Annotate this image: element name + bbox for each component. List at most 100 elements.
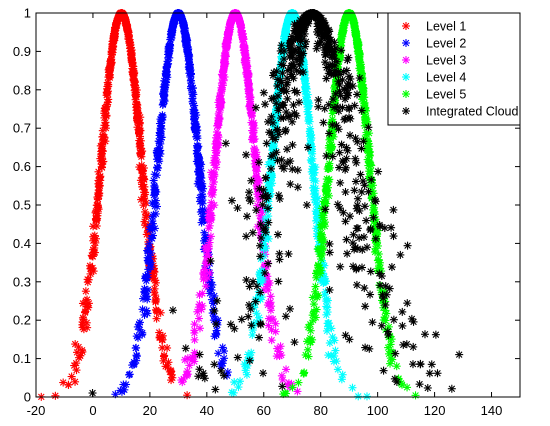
data-point (246, 92, 255, 101)
data-point (356, 64, 365, 73)
y-tick-label: 0.6 (13, 159, 31, 174)
data-point (205, 221, 214, 230)
data-point (293, 88, 302, 97)
data-point (247, 321, 256, 330)
legend-marker (402, 39, 410, 47)
data-point (183, 391, 192, 400)
data-point (338, 156, 347, 165)
data-point (167, 370, 176, 379)
data-point (152, 295, 161, 304)
data-point (163, 343, 172, 352)
data-point (179, 18, 188, 27)
data-point (158, 343, 167, 352)
data-point (267, 152, 276, 161)
data-point (302, 201, 311, 210)
data-point (263, 204, 272, 213)
data-point (96, 173, 105, 182)
data-point (277, 155, 286, 164)
data-point (322, 310, 331, 319)
data-point (415, 380, 424, 389)
data-point (348, 383, 357, 392)
data-point (90, 244, 99, 253)
data-point (322, 151, 331, 160)
data-point (178, 378, 187, 387)
data-point (226, 320, 235, 329)
data-point (314, 260, 323, 269)
data-point (261, 173, 270, 182)
data-point (352, 224, 361, 233)
data-point (279, 61, 288, 70)
data-point (274, 104, 283, 113)
data-point (311, 177, 320, 186)
legend-label: Level 4 (426, 71, 466, 85)
data-point (360, 181, 369, 190)
data-point (236, 377, 245, 386)
data-point (360, 284, 369, 293)
data-point (212, 127, 221, 136)
data-point (194, 372, 203, 381)
data-point (325, 175, 334, 184)
data-point (207, 295, 216, 304)
data-point (80, 308, 89, 317)
data-point (345, 113, 354, 122)
data-point (165, 46, 174, 55)
data-point (325, 239, 334, 248)
data-point (255, 241, 264, 250)
data-point (275, 352, 284, 361)
data-point (305, 117, 314, 126)
data-point (374, 249, 383, 258)
data-point (211, 385, 220, 394)
y-tick-label: 0.1 (13, 351, 31, 366)
data-point (343, 81, 352, 90)
data-point (89, 222, 98, 231)
data-point (324, 319, 333, 328)
data-point (71, 377, 80, 386)
data-point (433, 369, 442, 378)
data-point (296, 57, 305, 66)
data-point (320, 104, 329, 113)
data-point (285, 304, 294, 313)
data-point (298, 27, 307, 36)
data-point (276, 114, 285, 123)
data-point (314, 102, 323, 111)
data-point (363, 243, 372, 252)
data-point (111, 23, 120, 32)
data-point (254, 158, 263, 167)
data-point (341, 95, 350, 104)
legend-label: Level 5 (426, 88, 466, 102)
data-point (391, 349, 400, 358)
data-point (249, 119, 258, 128)
data-point (359, 137, 368, 146)
data-point (267, 336, 276, 345)
data-point (198, 179, 207, 188)
data-point (396, 250, 405, 259)
data-point (187, 76, 196, 85)
data-point (245, 300, 254, 309)
data-point (352, 204, 361, 213)
data-point (335, 148, 344, 157)
data-point (455, 350, 464, 359)
data-point (425, 369, 434, 378)
data-point (59, 378, 68, 387)
data-point (260, 268, 269, 277)
data-point (289, 74, 298, 83)
data-point (198, 192, 207, 201)
data-point (184, 56, 193, 65)
data-point (374, 167, 383, 176)
data-point (275, 249, 284, 258)
y-tick-label: 0.5 (13, 198, 31, 213)
data-point (256, 252, 265, 261)
data-point (325, 66, 334, 75)
data-point (51, 391, 60, 400)
data-point (365, 344, 374, 353)
data-point (253, 175, 262, 184)
data-point (156, 115, 165, 124)
data-point (398, 321, 407, 330)
data-point (94, 203, 103, 212)
data-point (368, 318, 377, 327)
data-point (310, 9, 319, 18)
data-point (309, 162, 318, 171)
data-point (427, 360, 436, 369)
data-point (362, 392, 371, 401)
data-point (190, 335, 199, 344)
